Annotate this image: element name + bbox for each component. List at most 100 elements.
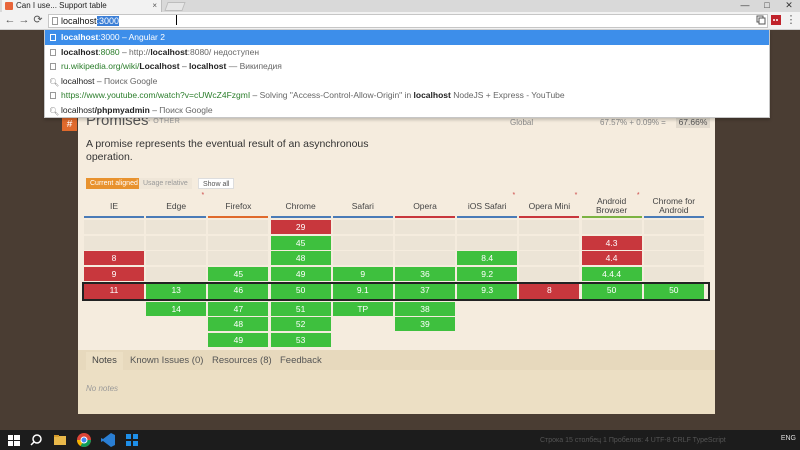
vscode-icon[interactable] (100, 432, 116, 448)
version-cell[interactable] (643, 235, 704, 250)
version-cell[interactable] (332, 220, 393, 234)
version-cell[interactable] (457, 235, 518, 250)
version-cell[interactable]: 9.3 (457, 282, 518, 299)
version-cell[interactable] (146, 220, 207, 234)
tab-known-issues[interactable]: Known Issues (0) (130, 355, 204, 366)
version-cell[interactable] (519, 220, 580, 234)
version-cell[interactable]: 8 (519, 282, 580, 299)
version-cell[interactable]: 45 (270, 235, 331, 250)
minimize-button[interactable]: — (740, 0, 750, 10)
version-cell[interactable]: 53 (270, 332, 331, 347)
version-cell[interactable]: 37 (395, 282, 455, 299)
usage-relative-button[interactable]: Usage relative (139, 178, 192, 189)
suggestion-item[interactable]: localhost:3000 – Angular 2 (45, 30, 769, 45)
version-cell[interactable]: 39 (395, 317, 455, 331)
tab-close-icon[interactable]: × (152, 1, 157, 10)
version-cell[interactable] (84, 220, 144, 234)
version-cell[interactable]: 47 (208, 301, 269, 316)
file-explorer-icon[interactable] (52, 432, 68, 448)
version-cell[interactable]: 4.4.4 (581, 266, 642, 281)
version-cell[interactable] (643, 220, 704, 234)
menu-icon[interactable]: ⋮ (785, 14, 797, 26)
version-cell[interactable]: 9 (332, 266, 393, 281)
version-cell[interactable] (457, 220, 518, 234)
version-cell[interactable]: 50 (270, 282, 331, 299)
version-cell[interactable]: 50 (643, 282, 704, 299)
tab-resources[interactable]: Resources (8) (212, 355, 272, 366)
version-cell[interactable]: 9 (84, 266, 144, 281)
windows-start-icon[interactable] (6, 432, 22, 448)
back-arrow-icon[interactable]: ← (4, 14, 16, 26)
version-cell[interactable] (643, 251, 704, 265)
close-window-button[interactable]: ✕ (785, 0, 793, 10)
suggestion-item[interactable]: 🔍︎ localhost – Поиск Google (45, 74, 769, 89)
version-cell[interactable] (519, 251, 580, 265)
lastpass-extension-icon[interactable] (771, 15, 781, 25)
version-cell[interactable]: 4.4 (581, 251, 642, 265)
version-cell[interactable] (146, 251, 207, 265)
browser-name: Android Browser (596, 196, 628, 215)
version-cell[interactable]: 11 (84, 282, 144, 299)
version-cell[interactable]: 52 (270, 317, 331, 331)
search-icon[interactable] (28, 432, 44, 448)
version-cell[interactable] (146, 235, 207, 250)
copy-extension-icon[interactable] (756, 15, 766, 25)
version-cell[interactable]: 9.2 (457, 266, 518, 281)
tab-feedback[interactable]: Feedback (280, 355, 322, 366)
browser-column: iOS Safari * 8.4 9.2 9.3 (457, 192, 518, 364)
version-cell[interactable] (84, 235, 144, 250)
version-cell[interactable]: 49 (208, 332, 269, 347)
address-bar[interactable]: localhost:3000 (48, 14, 768, 28)
version-cell[interactable]: 46 (208, 282, 269, 299)
browser-color-line (395, 216, 455, 218)
version-cell[interactable] (208, 235, 269, 250)
version-cell[interactable] (395, 251, 455, 265)
windows-store-icon[interactable] (124, 432, 140, 448)
browser-tab[interactable]: Can I use... Support table × (2, 0, 162, 12)
version-cell[interactable] (395, 220, 455, 234)
version-cell[interactable]: TP (332, 301, 393, 316)
suggestion-item[interactable]: https://www.youtube.com/watch?v=cUWcZ4Fz… (45, 88, 769, 103)
version-cell[interactable]: 36 (395, 266, 455, 281)
reload-icon[interactable]: ⟳ (33, 14, 43, 26)
version-cell[interactable] (208, 251, 269, 265)
version-cell[interactable] (395, 235, 455, 250)
show-all-button[interactable]: Show all (198, 178, 235, 189)
current-aligned-button[interactable]: Current aligned (86, 178, 142, 189)
browser-name: IE (109, 200, 119, 211)
version-cell[interactable]: 14 (146, 301, 207, 316)
version-cell[interactable] (332, 251, 393, 265)
language-indicator[interactable]: ENG (780, 435, 796, 442)
forward-arrow-icon[interactable]: → (18, 14, 30, 26)
suggestion-item[interactable]: ru.wikipedia.org/wiki/Localhost – localh… (45, 59, 769, 74)
version-cell[interactable]: 50 (581, 282, 642, 299)
version-cell[interactable]: 48 (208, 317, 269, 331)
address-autocomplete-selection: :3000 (96, 16, 120, 26)
version-cell[interactable]: 13 (146, 282, 207, 299)
tab-notes[interactable]: Notes (86, 352, 123, 370)
maximize-button[interactable]: □ (764, 0, 770, 10)
version-cell[interactable]: 51 (270, 301, 331, 316)
version-cell[interactable]: 9.1 (332, 282, 393, 299)
version-cell[interactable]: 8 (84, 251, 144, 265)
version-cell[interactable] (332, 235, 393, 250)
version-cell[interactable]: 4.3 (581, 235, 642, 250)
version-cell[interactable] (208, 220, 269, 234)
version-cell[interactable] (519, 266, 580, 281)
chrome-icon[interactable] (76, 432, 92, 448)
version-cell[interactable]: 49 (270, 266, 331, 281)
version-cell[interactable] (643, 266, 704, 281)
version-cell[interactable] (519, 235, 580, 250)
tab-title: Can I use... Support table (16, 1, 107, 10)
version-cell[interactable]: 29 (270, 220, 331, 234)
suggestion-item[interactable]: localhost:8080 – http://localhost:8080/ … (45, 45, 769, 60)
version-cell[interactable]: 38 (395, 301, 455, 316)
suggestion-item[interactable]: 🔍︎ localhost/phpmyadmin – Поиск Google (45, 103, 769, 118)
version-cell[interactable] (146, 266, 207, 281)
new-tab-button[interactable] (164, 2, 186, 11)
version-cell[interactable] (581, 220, 642, 234)
version-cell[interactable]: 45 (208, 266, 269, 281)
version-cell[interactable]: 8.4 (457, 251, 518, 265)
feature-anchor-link[interactable]: # (62, 118, 77, 131)
version-cell[interactable]: 48 (270, 251, 331, 265)
